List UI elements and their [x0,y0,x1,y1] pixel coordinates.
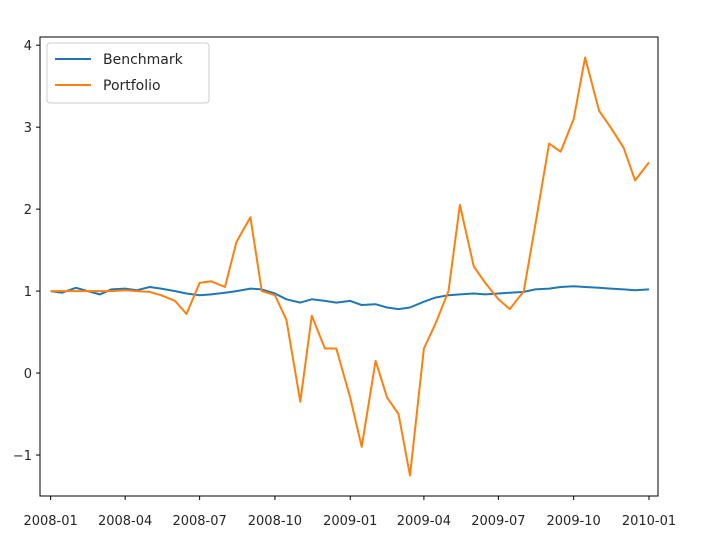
x-tick-label: 2009-04 [397,514,451,529]
x-tick-label: 2008-04 [98,514,152,529]
x-tick-label: 2010-01 [622,514,676,529]
y-tick-label: 0 [24,367,32,382]
x-tick-label: 2009-10 [547,514,601,529]
y-tick-label: 1 [24,285,32,300]
y-axis: −1 0 1 2 3 4 [13,39,40,464]
x-tick-label: 2009-01 [323,514,377,529]
series-layer [50,56,650,477]
legend: Benchmark Portfolio [46,42,210,104]
x-tick-label: 2008-10 [248,514,302,529]
x-axis: 2008-01 2008-04 2008-07 2008-10 2009-01 2009-… [23,496,676,529]
y-tick-label: 4 [24,39,32,54]
series-line-portfolio [50,56,650,477]
x-tick-label: 2009-07 [471,514,525,529]
legend-label-portfolio: Portfolio [103,78,161,94]
plot-area-frame [39,36,659,497]
x-tick-label: 2008-07 [172,514,226,529]
legend-label-benchmark: Benchmark [103,52,184,68]
y-tick-label: −1 [13,449,32,464]
y-tick-label: 3 [24,121,32,136]
y-tick-label: 2 [24,203,32,218]
series-line-benchmark [50,285,650,311]
x-tick-label: 2008-01 [23,514,77,529]
